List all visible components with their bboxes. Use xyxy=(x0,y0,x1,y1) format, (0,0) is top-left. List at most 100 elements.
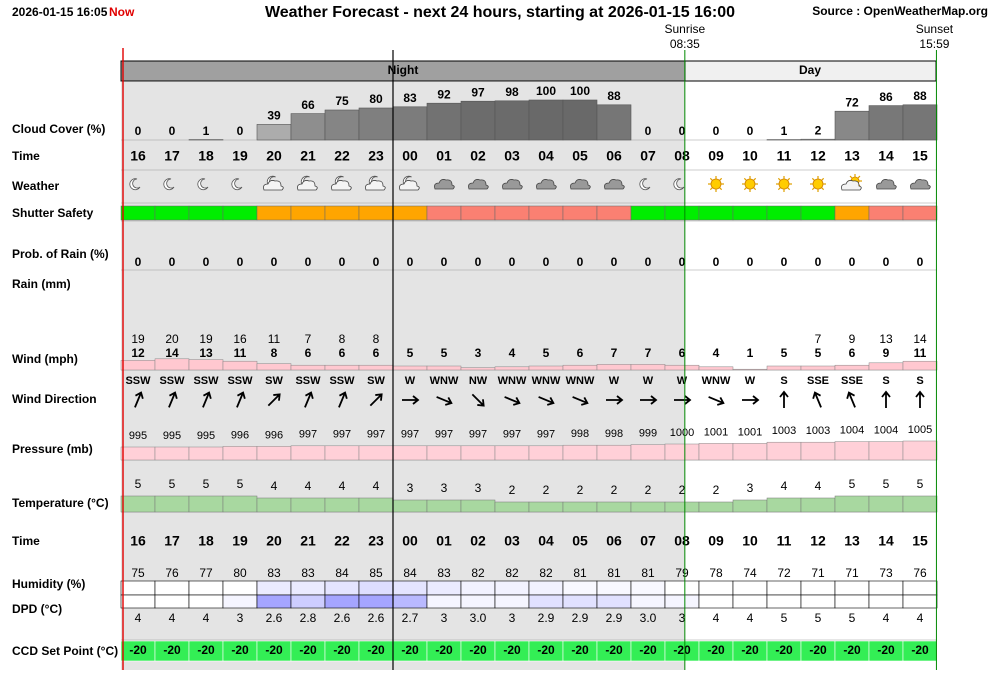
humidity-value: 83 xyxy=(267,566,281,580)
pressure-value: 997 xyxy=(503,429,521,441)
pressure-bar xyxy=(902,440,938,461)
cloud-bar xyxy=(256,124,292,141)
cloud-value: 80 xyxy=(369,92,383,106)
hour: 07 xyxy=(640,148,656,164)
pressure-bar xyxy=(154,446,190,461)
temperature-bar xyxy=(766,497,802,513)
pressure-value: 1004 xyxy=(840,425,864,437)
humidity-value: 76 xyxy=(165,566,179,580)
row-label: DPD (°C) xyxy=(12,602,62,616)
wind-gust: 9 xyxy=(849,332,856,346)
temperature-value: 4 xyxy=(373,479,380,493)
temperature-bar xyxy=(664,501,700,513)
rain-prob: 0 xyxy=(747,255,754,269)
rain-prob: 0 xyxy=(339,255,346,269)
dpd-value: 5 xyxy=(849,611,856,625)
humidity-box xyxy=(868,580,904,596)
wind-bar xyxy=(834,364,870,371)
wind-direction: W xyxy=(405,375,416,387)
humidity-value: 75 xyxy=(131,566,145,580)
ccd-value: -20 xyxy=(197,643,215,657)
hour: 12 xyxy=(810,533,826,549)
humidity-value: 82 xyxy=(505,566,519,580)
dpd-box xyxy=(154,594,190,609)
hour: 21 xyxy=(300,148,316,164)
weather-icon xyxy=(604,179,625,190)
dpd-box xyxy=(290,594,326,609)
dpd-box xyxy=(596,594,632,609)
wind-direction: SSW xyxy=(125,375,151,387)
humidity-box xyxy=(426,580,462,596)
wind-direction: W xyxy=(677,375,688,387)
weather-icon xyxy=(365,175,386,191)
wind-direction: SSE xyxy=(807,375,829,387)
humidity-box xyxy=(562,580,598,596)
weather-icon xyxy=(742,176,758,192)
dpd-box xyxy=(392,594,428,609)
cloud-value: 1 xyxy=(781,124,788,138)
cloud xyxy=(331,180,352,191)
pressure-bar xyxy=(358,445,394,461)
wind-arrow xyxy=(134,391,144,408)
humidity-value: 82 xyxy=(539,566,553,580)
row-label: Humidity (%) xyxy=(12,577,85,591)
hour: 03 xyxy=(504,148,520,164)
dpd-box xyxy=(562,594,598,609)
row-label: CCD Set Point (°C) xyxy=(12,644,118,658)
wind-direction: W xyxy=(745,375,756,387)
rain-prob: 0 xyxy=(713,255,720,269)
ccd-value: -20 xyxy=(707,643,725,657)
cloud-value: 100 xyxy=(536,84,556,98)
hour: 13 xyxy=(844,533,860,549)
wind-arrow xyxy=(606,395,624,405)
temperature-value: 4 xyxy=(271,479,278,493)
rain-prob: 0 xyxy=(611,255,618,269)
ccd-value: -20 xyxy=(435,643,453,657)
period-label: Night xyxy=(388,63,419,77)
cloud-value: 88 xyxy=(607,89,621,103)
wind-arrow xyxy=(812,391,822,408)
cloud-bar xyxy=(596,104,632,141)
wind-direction: WNW xyxy=(566,375,595,387)
ccd-value: -20 xyxy=(129,643,147,657)
sun xyxy=(710,178,722,190)
hour: 01 xyxy=(436,533,452,549)
shutter-cell xyxy=(528,205,564,221)
dpd-box xyxy=(834,594,870,609)
rain-prob: 0 xyxy=(509,255,516,269)
dpd-value: 2.9 xyxy=(606,611,623,625)
wind-bar xyxy=(800,365,836,371)
temperature-bar xyxy=(732,499,768,513)
humidity-value: 83 xyxy=(301,566,315,580)
hour: 14 xyxy=(878,533,894,549)
sun-ray xyxy=(787,187,791,191)
wind-direction: SSW xyxy=(227,375,253,387)
wind-bar xyxy=(120,360,156,371)
pressure-bar xyxy=(120,446,156,461)
row-label: Rain (mm) xyxy=(12,277,71,291)
temperature-bar xyxy=(494,501,530,513)
humidity-value: 80 xyxy=(233,566,247,580)
sunrise-time: 08:35 xyxy=(670,37,700,51)
cloud-bar xyxy=(528,99,564,141)
sun-ray xyxy=(743,187,747,191)
cloud-bar xyxy=(426,102,462,141)
sun-ray xyxy=(719,177,723,181)
row-label: Wind Direction xyxy=(12,392,97,406)
hour: 09 xyxy=(708,533,724,549)
ccd-value: -20 xyxy=(265,643,283,657)
wind-arrow xyxy=(471,393,485,407)
cloud-value: 88 xyxy=(913,89,927,103)
wind-direction: SSW xyxy=(329,375,355,387)
temperature-value: 5 xyxy=(917,477,924,491)
pressure-value: 997 xyxy=(333,429,351,441)
pressure-bar xyxy=(630,444,666,461)
pressure-bar xyxy=(324,445,360,461)
temperature-bar xyxy=(120,495,156,513)
pressure-value: 1005 xyxy=(908,424,932,436)
humidity-value: 72 xyxy=(777,566,791,580)
dpd-value: 4 xyxy=(917,611,924,625)
ccd-value: -20 xyxy=(163,643,181,657)
ccd-cell xyxy=(902,640,938,662)
cloud xyxy=(297,180,318,191)
